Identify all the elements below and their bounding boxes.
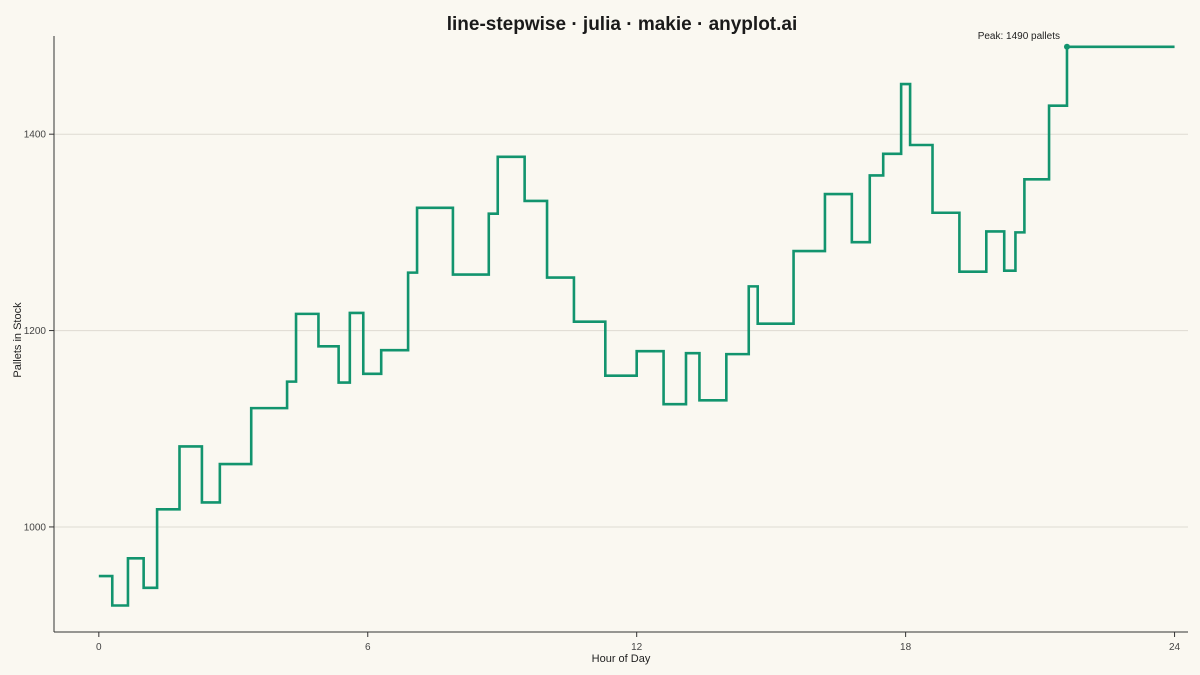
annotations: Peak: 1490 pallets	[978, 31, 1070, 50]
x-tick-label: 12	[631, 642, 643, 653]
y-axis-label: Pallets in Stock	[12, 302, 24, 378]
y-tick-label: 1200	[24, 326, 47, 337]
y-axis-ticks: 1000 1200 1400	[24, 130, 54, 533]
series-group	[98, 45, 1175, 607]
peak-annotation: Peak: 1490 pallets	[978, 31, 1060, 42]
x-tick-label: 6	[365, 642, 371, 653]
x-axis-label: Hour of Day	[592, 653, 651, 665]
step-line-series-1	[98, 45, 1175, 607]
peak-marker	[1063, 43, 1070, 50]
gridlines	[54, 133, 1188, 528]
chart-title: line-stepwise · julia · makie · anyplot.…	[447, 14, 798, 35]
y-tick-label: 1000	[24, 522, 47, 533]
x-tick-label: 18	[900, 642, 912, 653]
x-tick-label: 24	[1169, 642, 1181, 653]
x-tick-label: 0	[96, 642, 102, 653]
x-axis-ticks: 0 6 12 18 24	[96, 632, 1181, 653]
axes	[53, 36, 1188, 633]
y-tick-label: 1400	[24, 130, 47, 141]
